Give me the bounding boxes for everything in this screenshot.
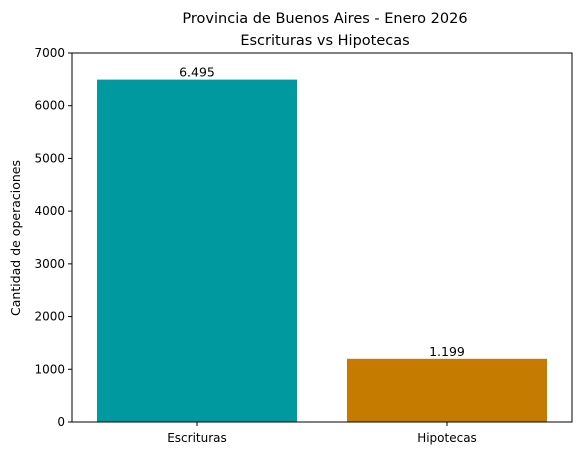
chart-title: Provincia de Buenos Aires - Enero 2026 bbox=[182, 11, 467, 27]
y-tick-label: 2000 bbox=[34, 310, 65, 324]
y-tick-label: 5000 bbox=[34, 151, 65, 165]
bar-hipotecas bbox=[347, 358, 547, 422]
chart-subtitle: Escrituras vs Hipotecas bbox=[240, 33, 409, 49]
y-tick-label: 1000 bbox=[34, 362, 65, 376]
y-tick-label: 3000 bbox=[34, 257, 65, 271]
y-tick-label: 4000 bbox=[34, 204, 65, 218]
x-tick-label-escrituras: Escrituras bbox=[167, 431, 227, 445]
plot-frame bbox=[71, 52, 573, 423]
y-tick-label: 0 bbox=[57, 415, 65, 429]
bar-escrituras bbox=[97, 79, 297, 423]
y-tick-label: 7000 bbox=[34, 46, 65, 60]
x-tick-label-hipotecas: Hipotecas bbox=[417, 431, 477, 445]
value-label-hipotecas: 1.199 bbox=[429, 344, 465, 359]
value-label-escrituras: 6.495 bbox=[179, 65, 215, 80]
y-tick-label: 6000 bbox=[34, 99, 65, 113]
plot-area: 6.495 Escrituras 1.199 Hipotecas 0 1000 2000 30… bbox=[34, 46, 573, 445]
y-axis-label: Cantidad de operaciones bbox=[8, 160, 23, 316]
